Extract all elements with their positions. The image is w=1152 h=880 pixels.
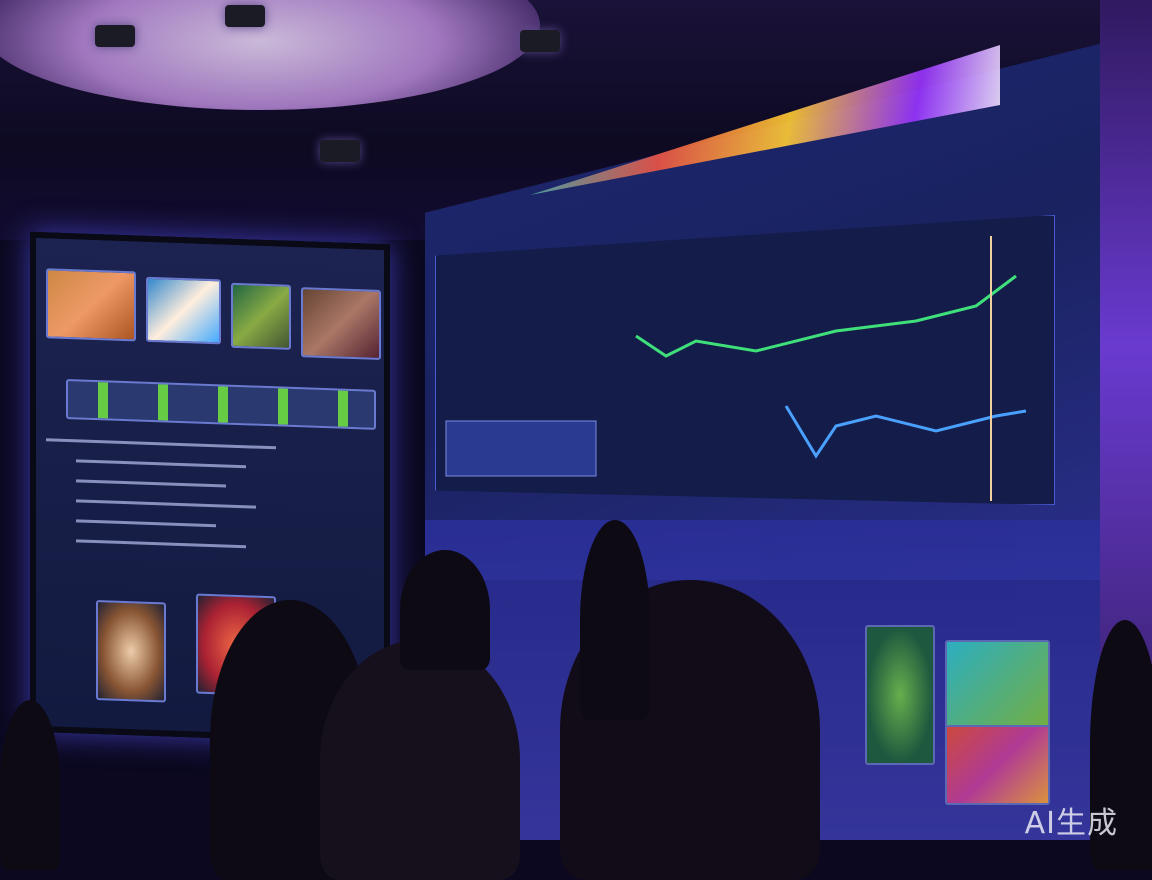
audience-member	[400, 550, 490, 670]
text-line	[76, 459, 246, 469]
audience-member	[580, 520, 650, 720]
text-line	[76, 479, 226, 488]
game-art-thumbnail	[231, 282, 291, 350]
icon-row	[66, 378, 376, 430]
thumbnail-strip	[445, 420, 597, 477]
audience-member	[1090, 620, 1152, 870]
audience-member	[320, 640, 520, 880]
stage-light	[320, 140, 360, 162]
text-line	[46, 438, 276, 450]
text-line	[76, 499, 256, 509]
line-chart-graphic	[445, 236, 1027, 501]
text-line	[76, 539, 246, 549]
game-art-thumbnail	[146, 276, 221, 345]
game-art-thumbnail	[46, 268, 136, 342]
stage-light	[225, 5, 265, 27]
stage-light	[520, 30, 560, 52]
game-art-thumbnail	[301, 287, 381, 360]
game-art-thumbnail	[945, 725, 1050, 805]
creature-art	[865, 625, 935, 765]
stage-light	[95, 25, 135, 47]
chart-line-lower	[784, 405, 1027, 459]
text-line	[76, 519, 216, 528]
analytics-chart-panel	[435, 215, 1055, 505]
game-art-thumbnail	[945, 640, 1050, 735]
creature-art	[96, 600, 166, 703]
audience-member	[0, 700, 60, 870]
ai-generated-watermark: AI生成	[1024, 806, 1118, 841]
chart-line-upper	[635, 274, 1017, 358]
